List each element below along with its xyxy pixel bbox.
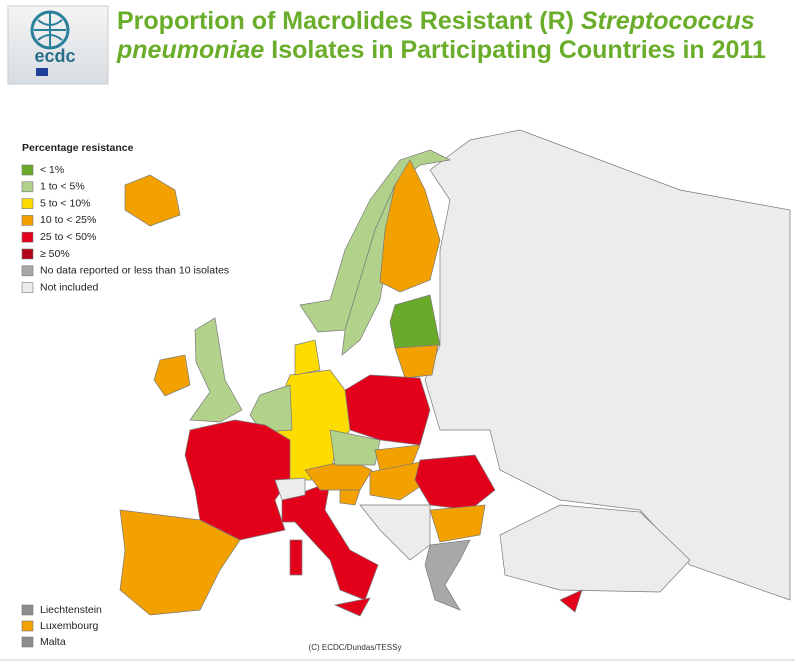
title-line-1: Proportion of Macrolides Resistant (R) St… [117,7,755,35]
legend-label: 25 to < 50% [40,231,96,243]
legend-label: ≥ 50% [40,248,70,260]
country [249,384,293,433]
logo-lines [34,12,66,48]
legend-swatch [21,248,34,260]
country [499,504,691,593]
small-country-swatch [21,636,34,648]
title-line-2: pneumoniae Isolates in Participating Coun… [116,36,766,64]
small-countries: Liechtenstein Luxembourg Malta [21,604,102,648]
country [333,597,371,617]
legend-swatch [21,215,34,226]
legend-label: Not included [40,281,99,293]
eu-flag [36,68,48,76]
country [119,509,241,616]
country [339,489,361,506]
map [119,129,791,617]
legend-swatch [21,181,34,193]
country [379,159,441,293]
country [189,317,243,423]
country [344,374,431,446]
country [369,461,431,501]
country [359,504,431,561]
logo: ecdc [7,5,109,85]
country [184,419,291,541]
country [394,344,439,379]
copyright: (C) ECDC/Dundas/TESSy [309,643,402,652]
country [414,454,496,511]
title-part: Proportion of Macrolides Resistant (R) [117,7,574,35]
country [294,339,321,376]
country [124,174,181,227]
legend-swatch [21,231,34,243]
country [329,429,381,466]
legend-swatch [21,265,34,277]
title-part: pneumoniae [116,36,264,64]
legend-label: < 1% [40,164,64,176]
legend-label: 5 to < 10% [40,197,91,209]
small-country-label: Luxembourg [40,620,99,632]
legend-swatch [21,198,34,209]
legend: < 1% 1 to < 5% 5 to < 10% 10 to < 25% 25 to … [21,164,229,293]
small-country-swatch [21,604,34,616]
country [559,589,583,613]
legend-swatch [21,164,34,176]
country [289,539,303,576]
legend-label: No data reported or less than 10 isolate… [40,265,229,277]
country [424,129,791,601]
small-country-label: Liechtenstein [40,604,102,616]
legend-label: 1 to < 5% [40,181,85,193]
small-country-swatch [21,620,34,632]
legend-label: 10 to < 25% [40,214,96,226]
small-country-label: Malta [40,636,66,648]
title-part: Streptococcus [581,7,755,35]
country [424,539,471,611]
country [153,354,191,397]
country [274,477,306,501]
title-part: Isolates in Participating Countries in 2… [271,36,766,64]
legend-swatch [21,282,34,293]
logo-text: ecdc [34,46,75,66]
legend-title: Percentage resistance [22,142,134,154]
country [389,294,441,349]
country [429,504,486,543]
